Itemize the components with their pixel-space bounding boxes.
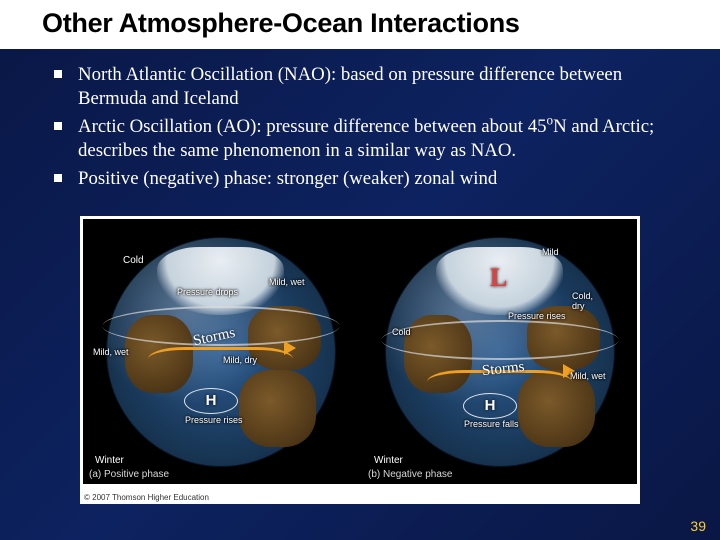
label-pressure-rises: Pressure rises [185, 415, 243, 425]
label-mild: Mild [542, 247, 559, 257]
bullet-item: Arctic Oscillation (AO): pressure differ… [54, 115, 690, 163]
caption-negative: (b) Negative phase [368, 469, 453, 480]
bullet-text: North Atlantic Oscillation (NAO): based … [78, 64, 622, 109]
label-cold: Cold [123, 255, 144, 266]
label-cold-dry: Cold, dry [572, 291, 593, 311]
high-pressure-label: H [206, 392, 217, 409]
label-pressure-drops: Pressure drops [177, 287, 238, 297]
figure-panels: H Cold Pressure drops Mild, wet Mild, we… [83, 219, 637, 484]
caption-positive: (a) Positive phase [89, 469, 169, 480]
label-winter: Winter [374, 455, 403, 466]
figure-container: H Cold Pressure drops Mild, wet Mild, we… [80, 216, 640, 504]
label-mild-dry: Mild, dry [223, 355, 257, 365]
label-winter: Winter [95, 455, 124, 466]
high-pressure-oval: H [184, 388, 238, 414]
label-pressure-rises: Pressure rises [508, 311, 566, 321]
pressure-band [381, 320, 618, 360]
low-pressure-L: L [490, 263, 507, 293]
arctic-ice [157, 247, 285, 315]
label-mild-wet-left: Mild, wet [93, 347, 129, 357]
bullet-text: Positive (negative) phase: stronger (wea… [78, 168, 497, 189]
storm-track-arrow-icon [148, 347, 294, 371]
bullet-text: Arctic Oscillation (AO): pressure differ… [78, 116, 547, 137]
panel-negative-phase: H L Mild Cold Cold, dry Pressure rises M… [362, 219, 637, 484]
landmass-africa [239, 370, 317, 448]
bullet-list: North Atlantic Oscillation (NAO): based … [0, 49, 720, 205]
panel-positive-phase: H Cold Pressure drops Mild, wet Mild, we… [83, 219, 358, 484]
bullet-item: North Atlantic Oscillation (NAO): based … [54, 63, 690, 111]
label-pressure-falls: Pressure falls [464, 419, 519, 429]
high-pressure-oval: H [463, 393, 517, 419]
label-cold: Cold [392, 327, 411, 337]
page-number: 39 [690, 518, 706, 534]
globe-icon: H [106, 237, 336, 467]
high-pressure-label: H [485, 397, 496, 414]
bullet-item: Positive (negative) phase: stronger (wea… [54, 167, 690, 191]
copyright-text: © 2007 Thomson Higher Education [84, 493, 209, 502]
label-mild-wet: Mild, wet [269, 277, 305, 287]
slide-title: Other Atmosphere-Ocean Interactions [0, 0, 720, 49]
label-mild-wet: Mild, wet [570, 371, 606, 381]
